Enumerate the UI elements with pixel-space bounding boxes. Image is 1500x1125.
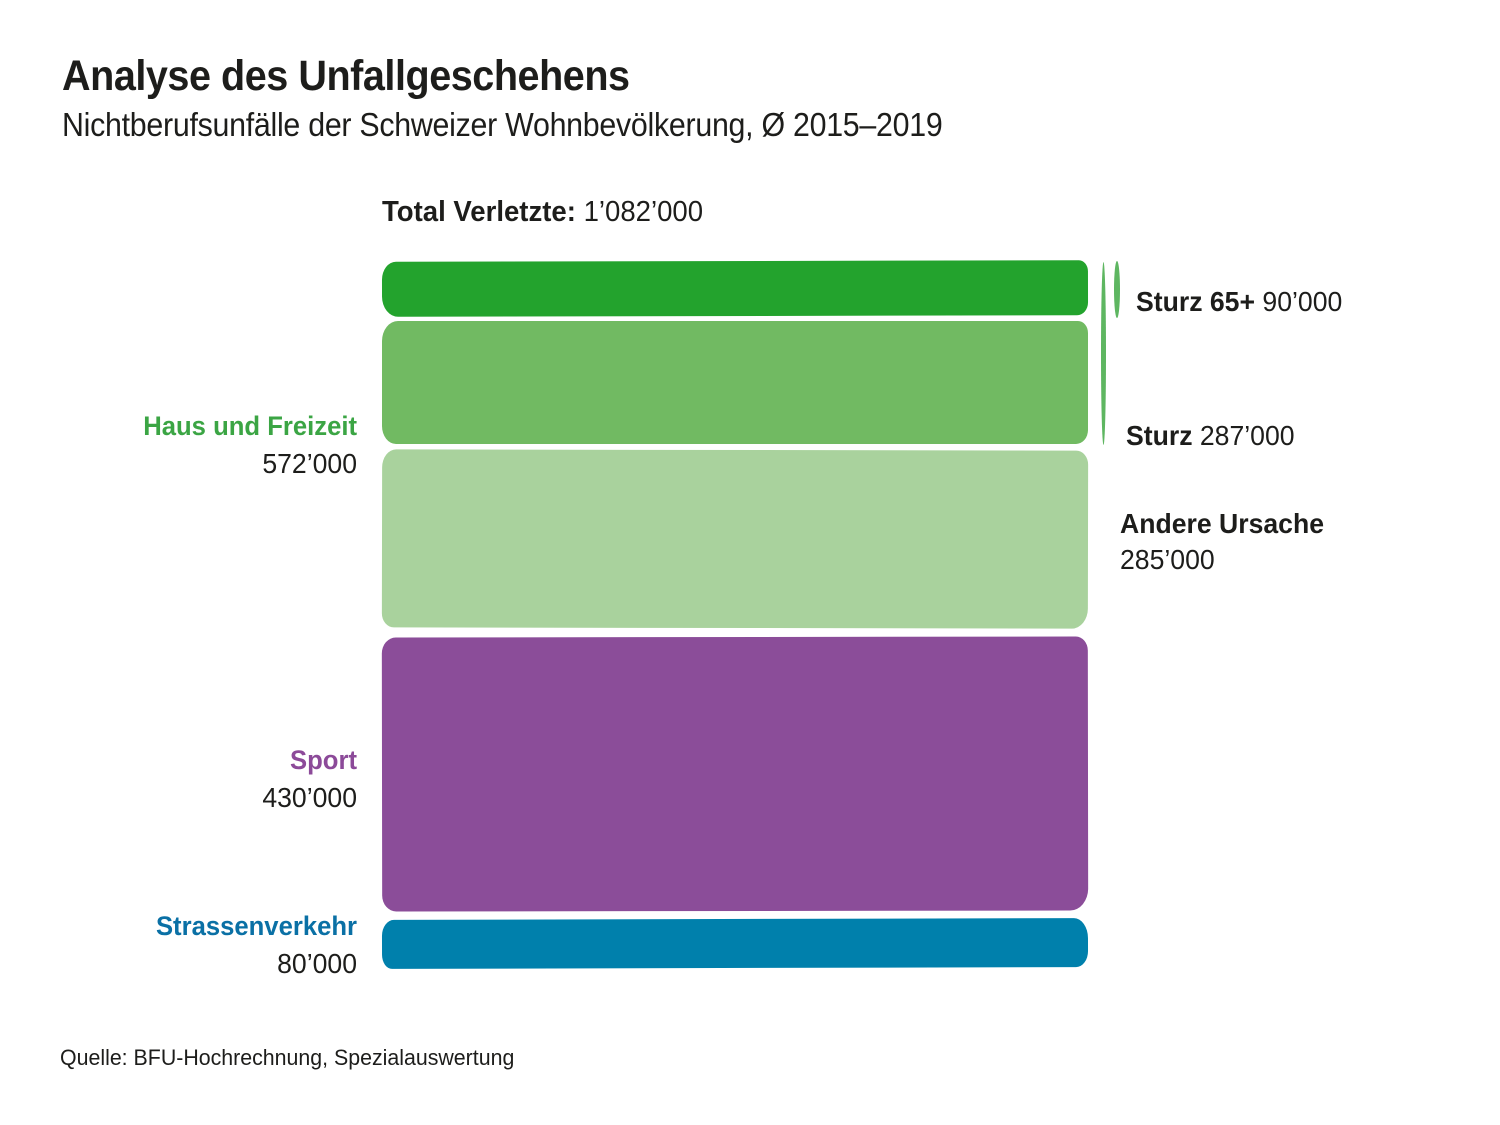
- bar-segment-sport: [381, 636, 1089, 912]
- annotation-sturz-value: 287’000: [1199, 420, 1295, 451]
- category-value-strassenverkehr: 80’000: [277, 948, 357, 979]
- bar-segment-andere-ursache: [381, 449, 1089, 629]
- total-injured-value: 1’082’000: [583, 196, 704, 228]
- annotation-sturz-65plus: Sturz 65+ 90’000: [1136, 284, 1342, 320]
- annotation-andere-ursache-name: Andere Ursache: [1120, 508, 1325, 539]
- category-value-haus-und-freizeit: 572’000: [262, 448, 357, 479]
- annotation-sturz-name: Sturz: [1126, 420, 1193, 451]
- annotation-sturz-65plus-name: Sturz 65+: [1136, 286, 1256, 317]
- annotation-andere-ursache: Andere Ursache 285’000: [1120, 506, 1324, 578]
- category-value-sport: 430’000: [262, 782, 357, 813]
- category-label-sport: Sport 430’000: [56, 742, 357, 816]
- category-label-haus-und-freizeit: Haus und Freizeit 572’000: [56, 408, 357, 482]
- bracket-sturz-65plus: [1114, 261, 1120, 318]
- page-title: Analyse des Unfallgeschehens: [62, 52, 630, 100]
- bar-segment-sturz-65plus: [381, 260, 1089, 317]
- category-name-haus-und-freizeit: Haus und Freizeit: [143, 411, 357, 441]
- bar-segment-sturz: [382, 321, 1088, 444]
- category-name-sport: Sport: [290, 745, 357, 775]
- bar-segment-strassenverkehr: [381, 918, 1089, 969]
- total-injured-caption: Total Verletzte:: [382, 196, 576, 228]
- annotation-andere-ursache-value: 285’000: [1120, 544, 1215, 575]
- annotation-sturz-65plus-value: 90’000: [1262, 286, 1343, 317]
- annotation-sturz: Sturz 287’000: [1126, 418, 1295, 454]
- source-note: Quelle: BFU-Hochrechnung, Spezialauswert…: [60, 1045, 515, 1070]
- category-label-strassenverkehr: Strassenverkehr 80’000: [56, 908, 357, 982]
- page-subtitle: Nichtberufsunfälle der Schweizer Wohnbev…: [62, 106, 943, 143]
- category-name-strassenverkehr: Strassenverkehr: [155, 911, 357, 941]
- total-injured-label: Total Verletzte: 1’082’000: [382, 196, 703, 229]
- bracket-sturz-total: [1101, 262, 1106, 445]
